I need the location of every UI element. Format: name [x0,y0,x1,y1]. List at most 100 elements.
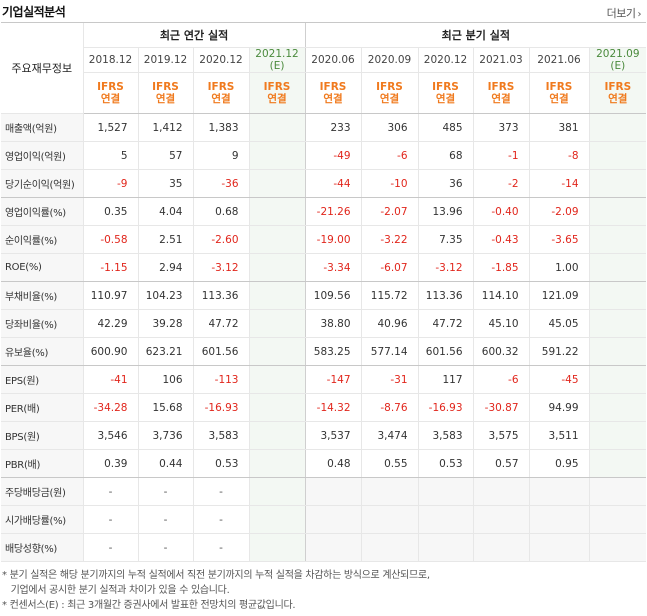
table-cell: 4.04 [137,197,193,226]
footnote-3: * 컨센서스(E) : 최근 3개월간 증권사에서 발표한 전망치의 평균값입니… [2,600,296,611]
ifrs-bottom: 연결 [100,93,121,105]
table-cell: 485 [417,113,474,142]
table-cell: 106 [137,365,193,394]
table-cell: -30.87 [472,393,530,422]
row-label: 주당배당금(원) [1,477,83,506]
table-cell [248,505,306,534]
table-cell: -147 [304,365,362,394]
ifrs-badge: IFRS 연결 [417,72,474,114]
table-cell: -6.07 [360,253,419,282]
table-cell [248,113,306,142]
table-cell: - [82,505,138,534]
table-cell [360,533,419,562]
row-label: 영업이익(억원) [1,141,83,170]
section-title: 기업실적분석 [2,5,66,19]
table-cell: 15.68 [137,393,193,422]
period-label: 2019.12 [143,54,188,66]
table-cell: -19.00 [304,225,362,254]
ifrs-top: IFRS [487,81,515,93]
period-header: 2021.03 [472,47,530,73]
table-row: 순이익률(%) -0.58 2.51 -2.60 -19.00 -3.22 7.35 -0.4… [1,225,647,254]
table-cell: - [82,477,138,506]
table-cell: 1.00 [528,253,590,282]
table-cell: 306 [360,113,419,142]
table-cell: 0.39 [82,449,138,478]
table-cell: 3,583 [192,421,249,450]
period-label: 2018.12 [88,54,133,66]
table-cell: 40.96 [360,309,419,338]
table-cell: 600.32 [472,337,530,366]
financial-table: 주요재무정보 최근 연간 실적 최근 분기 실적 2018.12 2019.12 2… [1,22,647,562]
table-cell [248,365,306,394]
table-row: 영업이익(억원) 5 57 9 -49 -6 68 -1 -8 [1,141,647,170]
table-cell [588,449,647,478]
table-cell [304,477,362,506]
table-cell: 121.09 [528,281,590,310]
table-row: 주당배당금(원) - - - [1,477,647,506]
table-cell [248,421,306,450]
ifrs-bottom: 연결 [549,93,569,105]
table-cell: -49 [304,141,362,170]
table-cell [588,197,647,226]
table-cell: - [82,533,138,562]
table-cell: -0.40 [472,197,530,226]
ifrs-badge: IFRS 연결 [472,72,530,114]
table-cell: 2.94 [137,253,193,282]
table-cell: 1,527 [82,113,138,142]
table-cell [588,421,647,450]
ifrs-badge: IFRS 연결 [360,72,419,114]
table-cell [472,477,530,506]
table-cell: - [192,505,249,534]
table-row: 당기순이익(억원) -9 35 -36 -44 -10 36 -2 -14 [1,169,647,198]
table-cell: -3.12 [192,253,249,282]
table-cell: -0.43 [472,225,530,254]
ifrs-badge: IFRS 연결 [82,72,138,114]
table-cell: 114.10 [472,281,530,310]
table-cell: -2 [472,169,530,198]
table-cell [417,505,474,534]
period-label: 2020.12 [423,54,468,66]
table-cell: 3,575 [472,421,530,450]
table-row: 부채비율(%) 110.97 104.23 113.36 109.56 115.72 113… [1,281,647,310]
ifrs-badge: IFRS 연결 [528,72,590,114]
ifrs-top: IFRS [376,81,403,93]
table-cell [248,225,306,254]
table-row: 영업이익률(%) 0.35 4.04 0.68 -21.26 -2.07 13.96 -0.4… [1,197,647,226]
table-cell: -6 [360,141,419,170]
period-header: 2019.12 [137,47,193,73]
ifrs-badge: IFRS 연결 [588,72,647,114]
ifrs-bottom: 연결 [155,93,176,105]
table-cell: 0.55 [360,449,419,478]
more-link[interactable]: 더보기 › [607,5,642,21]
table-cell: -44 [304,169,362,198]
ifrs-bottom: 연결 [435,93,456,105]
table-cell: -9 [82,169,138,198]
ifrs-top: IFRS [545,81,573,93]
ifrs-bottom: 연결 [323,93,343,105]
row-label: 부채비율(%) [1,281,83,310]
table-cell: 115.72 [360,281,419,310]
table-cell: 2.51 [137,225,193,254]
table-cell: 42.29 [82,309,138,338]
table-cell: 35 [137,169,193,198]
table-cell: - [137,505,193,534]
table-cell [528,477,590,506]
table-row: ROE(%) -1.15 2.94 -3.12 -3.34 -6.07 -3.12 -1.85… [1,253,647,282]
table-cell: -14.32 [304,393,362,422]
table-row: PER(배) -34.28 15.68 -16.93 -14.32 -8.76 -16.93… [1,393,647,422]
table-cell: 233 [304,113,362,142]
table-cell: 0.48 [304,449,362,478]
footnotes: * 분기 실적은 해당 분기까지의 누적 실적에서 직전 분기까지의 누적 실적… [2,568,430,613]
table-cell [248,337,306,366]
table-cell: 68 [417,141,474,170]
table-cell: 36 [417,169,474,198]
table-cell: 113.36 [417,281,474,310]
table-cell [588,393,647,422]
table-cell: 113.36 [192,281,249,310]
table-cell: 3,736 [137,421,193,450]
header-label: 주요재무정보 [1,22,83,114]
table-cell: 94.99 [528,393,590,422]
table-cell [248,477,306,506]
ifrs-bottom: 연결 [267,93,287,105]
table-row: 매출액(억원) 1,527 1,412 1,383 233 306 485 373 381 [1,113,647,142]
